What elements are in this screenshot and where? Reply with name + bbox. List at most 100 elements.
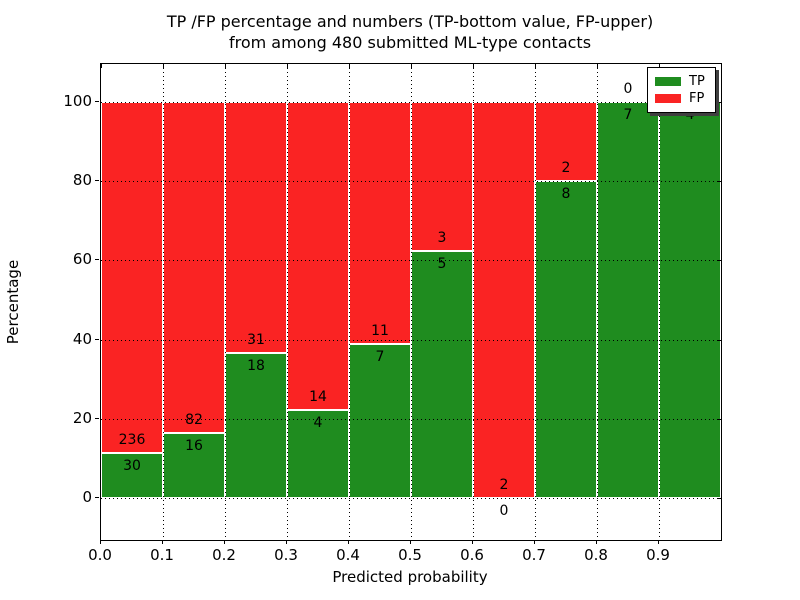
x-tickmark (162, 540, 163, 544)
y-tick-label: 0 (82, 488, 92, 506)
v-gridline (659, 64, 660, 540)
x-tick-label: 0.8 (584, 546, 608, 564)
inner-ticks-layer (101, 64, 721, 540)
plot-area: 23630821631181441173520280704 (100, 63, 722, 541)
v-gridline (473, 64, 474, 540)
bar-fp-segment (411, 102, 473, 251)
v-gridline (163, 64, 164, 540)
bar-label-fp: 14 (309, 389, 327, 405)
bar-fp-segment (163, 102, 225, 434)
bar-label-tp: 7 (375, 349, 385, 365)
legend-label-fp: FP (689, 91, 705, 107)
x-tickmark-top (535, 64, 536, 68)
y-tick-label: 80 (72, 171, 92, 190)
bar-fp-segment (349, 102, 411, 344)
y-tickmark-right (717, 181, 721, 183)
bar-fp-segment (101, 102, 163, 454)
y-tick-label: 60 (72, 250, 92, 269)
x-tickmark-top (473, 64, 474, 68)
y-tickmark (95, 101, 99, 102)
legend: TP FP (647, 67, 716, 113)
chart-title-line1: TP /FP percentage and numbers (TP-bottom… (166, 12, 654, 31)
x-tickmark-top (225, 64, 226, 68)
y-tick-label: 20 (72, 408, 92, 427)
bar-fp-segment (287, 102, 349, 410)
x-tick-label: 0.9 (646, 546, 670, 564)
bar-label-fp: 82 (185, 412, 203, 429)
x-tickmark (596, 540, 597, 544)
y-axis-label: Percentage (4, 259, 22, 345)
bar-label-tp: 7 (623, 107, 633, 123)
x-tickmark-top (659, 64, 660, 68)
fp-color-swatch (655, 94, 681, 104)
y-tick-label: 40 (72, 329, 92, 348)
bar-label-fp: 31 (247, 331, 265, 348)
bar-label-tp: 16 (185, 438, 203, 455)
legend-label-tp: TP (689, 73, 705, 89)
x-tickmark (224, 540, 225, 544)
x-tickmark (472, 540, 473, 544)
v-gridline (225, 64, 226, 540)
x-tick-label: 0.6 (460, 546, 484, 564)
v-gridline (287, 64, 288, 540)
y-tick-label: 100 (63, 92, 92, 110)
x-tick-label: 0.7 (522, 546, 546, 564)
bar-label-fp: 2 (499, 477, 509, 493)
y-tickmark (95, 497, 99, 498)
y-tickmark (95, 180, 99, 182)
y-tickmark (95, 417, 99, 419)
bar-label-tp: 4 (685, 107, 695, 123)
chart-title-line2: from among 480 submitted ML-type contact… (228, 33, 592, 52)
tp-color-swatch (655, 76, 681, 86)
x-tickmark-top (163, 64, 164, 68)
v-gridline (349, 64, 350, 540)
x-tick-label: 0.0 (88, 546, 112, 564)
x-tickmark-top (287, 64, 288, 68)
v-gridline (597, 64, 598, 540)
legend-entry-tp: TP (655, 75, 708, 88)
y-tickmark-right (717, 339, 721, 341)
x-tick-label: 0.3 (274, 546, 298, 564)
bar-label-fp: 2 (561, 160, 571, 177)
x-tickmark-top (411, 64, 412, 68)
x-tickmark-top (349, 64, 350, 68)
bar-label-tp: 0 (499, 503, 509, 519)
x-tickmark (348, 540, 349, 544)
bars-layer (101, 64, 721, 540)
x-tick-label: 0.4 (336, 546, 360, 564)
bar-label-tp: 8 (561, 186, 571, 203)
y-tickmark (95, 338, 99, 340)
bar-label-tp: 30 (123, 458, 141, 475)
bar-tp-segment (659, 102, 721, 498)
bar-annotations-layer: 23630821631181441173520280704 (101, 64, 721, 540)
v-gridline (535, 64, 536, 540)
y-tickmark-right (717, 260, 721, 262)
bar-tp-segment (411, 250, 473, 498)
x-tick-label: 0.5 (398, 546, 422, 564)
x-tickmark (100, 540, 101, 544)
x-tickmark (658, 540, 659, 544)
v-gridline (411, 64, 412, 540)
bar-label-fp: 11 (371, 323, 389, 339)
y-tickmark-right (717, 102, 721, 103)
x-tickmark-top (101, 64, 102, 68)
y-tickmark-right (717, 418, 721, 420)
bar-label-fp: 236 (118, 432, 146, 449)
bar-label-fp: 0 (623, 81, 633, 97)
bar-label-tp: 5 (437, 255, 447, 272)
x-tick-label: 0.2 (212, 546, 236, 564)
chart-title: TP /FP percentage and numbers (TP-bottom… (0, 11, 800, 53)
gridlines-layer (101, 64, 721, 540)
bar-label-tp: 4 (313, 415, 323, 431)
bar-tp-segment (101, 453, 163, 498)
x-tickmark-top (597, 64, 598, 68)
bar-label-fp: 3 (437, 229, 447, 246)
x-axis-label: Predicted probability (332, 568, 488, 586)
y-tickmark (95, 259, 99, 261)
legend-entry-fp: FP (655, 92, 708, 105)
y-tickmark-right (717, 498, 721, 499)
bar-fp-segment (225, 102, 287, 353)
x-tickmark (410, 540, 411, 544)
bar-label-tp: 18 (247, 357, 265, 374)
